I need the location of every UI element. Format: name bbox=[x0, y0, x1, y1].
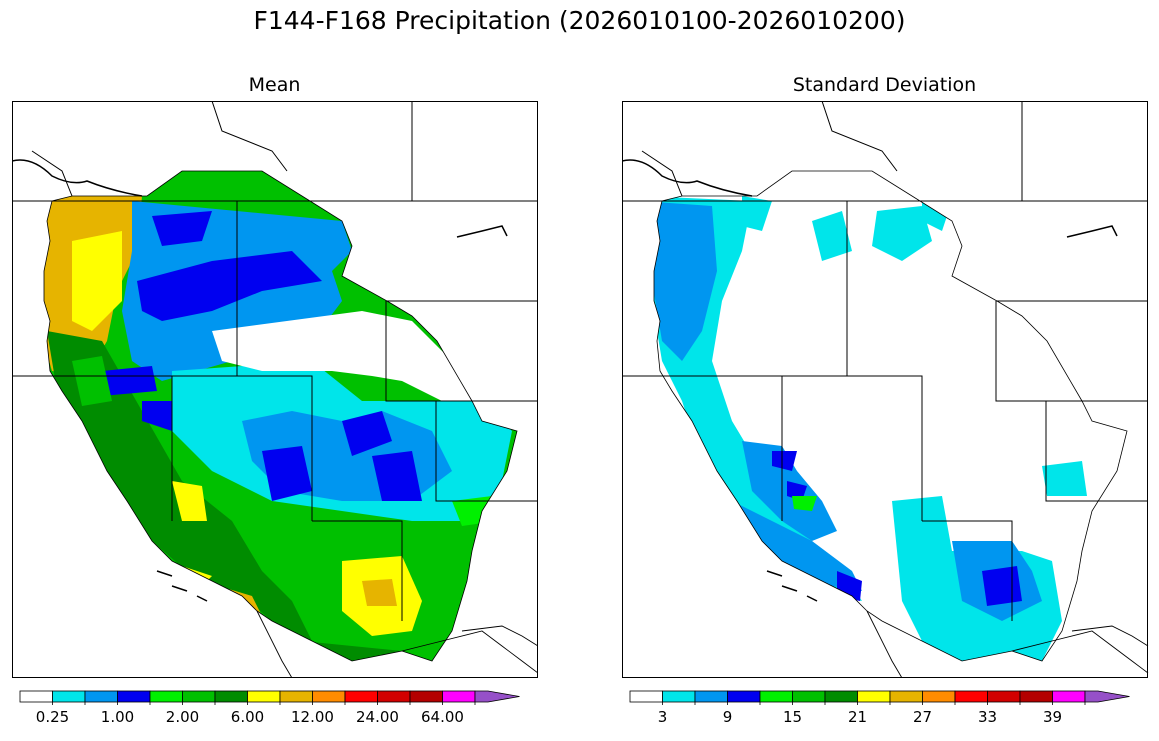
mean-state-borders bbox=[12, 101, 538, 621]
stddev-colorbar-tick-label: 39 bbox=[1043, 708, 1062, 726]
mean-colorbar-swatch-1 bbox=[52, 690, 86, 703]
mean-colorbar-swatch-2 bbox=[84, 690, 118, 703]
mean-colorbar-tick-label: 1.00 bbox=[101, 708, 134, 726]
stddev-colorbar-swatch-1 bbox=[662, 690, 696, 703]
mean-colorbar-swatch-14 bbox=[474, 690, 520, 703]
stddev-colorbar-tick-label: 33 bbox=[978, 708, 997, 726]
mean-colorbar-swatch-7 bbox=[247, 690, 281, 703]
mean-colorbar-swatch-0 bbox=[19, 690, 53, 703]
stddev-colorbar-swatch-8 bbox=[889, 690, 923, 703]
mean-colorbar-swatch-12 bbox=[409, 690, 443, 703]
mean-colorbar-swatch-3 bbox=[117, 690, 151, 703]
stddev-coastline bbox=[622, 159, 1118, 602]
mean-map bbox=[12, 101, 538, 678]
mean-colorbar-tick-label: 12.00 bbox=[291, 708, 334, 726]
stddev-colorbar-swatch-0 bbox=[629, 690, 663, 703]
stddev-colorbar-tick-label: 3 bbox=[658, 708, 668, 726]
mean-coastline bbox=[12, 159, 508, 602]
mean-colorbar-swatch-4 bbox=[149, 690, 183, 703]
stddev-map bbox=[622, 101, 1149, 678]
mean-colorbar-swatch-6 bbox=[214, 690, 248, 703]
stddev-colorbar-tick-label: 15 bbox=[783, 708, 802, 726]
mean-panel-title: Mean bbox=[248, 74, 301, 96]
stddev-panel-title: Standard Deviation bbox=[792, 74, 977, 96]
stddev-colorbar-swatch-5 bbox=[792, 690, 826, 703]
stddev-colorbar-swatch-10 bbox=[954, 690, 988, 703]
mean-colorbar-swatch-10 bbox=[344, 690, 378, 703]
mean-colorbar-swatch-11 bbox=[377, 690, 411, 703]
stddev-colorbar-swatch-11 bbox=[987, 690, 1021, 703]
mean-colorbar-tick-label: 24.00 bbox=[356, 708, 399, 726]
mean-colorbar-tick-label: 0.25 bbox=[36, 708, 69, 726]
stddev-colorbar-tick-label: 21 bbox=[848, 708, 867, 726]
stddev-state-borders bbox=[622, 101, 1148, 621]
stddev-colorbar-swatch-2 bbox=[694, 690, 728, 703]
stddev-colorbar-swatch-7 bbox=[857, 690, 891, 703]
stddev-colorbar-swatch-9 bbox=[922, 690, 956, 703]
figure-title: F144-F168 Precipitation (2026010100-2026… bbox=[253, 6, 906, 35]
stddev-colorbar-swatch-3 bbox=[727, 690, 761, 703]
stddev-colorbar-swatch-13 bbox=[1052, 690, 1086, 703]
mean-colorbar-swatch-8 bbox=[279, 690, 313, 703]
mean-colorbar-tick-label: 6.00 bbox=[231, 708, 264, 726]
mean-colorbar-swatch-9 bbox=[312, 690, 346, 703]
stddev-colorbar-swatch-14 bbox=[1084, 690, 1130, 703]
stddev-colorbar-tick-label: 27 bbox=[913, 708, 932, 726]
stddev-colorbar-swatch-6 bbox=[824, 690, 858, 703]
mean-colorbar: 0.25 1.00 2.00 6.00 12.00 24.00 64.00 bbox=[19, 690, 520, 726]
mean-colorbar-swatch-5 bbox=[182, 690, 216, 703]
stddev-colorbar-swatch-4 bbox=[759, 690, 793, 703]
stddev-colorbar: 3 9 15 21 27 33 39 bbox=[629, 690, 1130, 726]
stddev-colorbar-tick-label: 9 bbox=[723, 708, 733, 726]
stddev-colorbar-swatch-12 bbox=[1019, 690, 1053, 703]
mean-colorbar-swatch-13 bbox=[442, 690, 476, 703]
mean-colorbar-tick-label: 2.00 bbox=[166, 708, 199, 726]
mean-colorbar-tick-label: 64.00 bbox=[421, 708, 464, 726]
